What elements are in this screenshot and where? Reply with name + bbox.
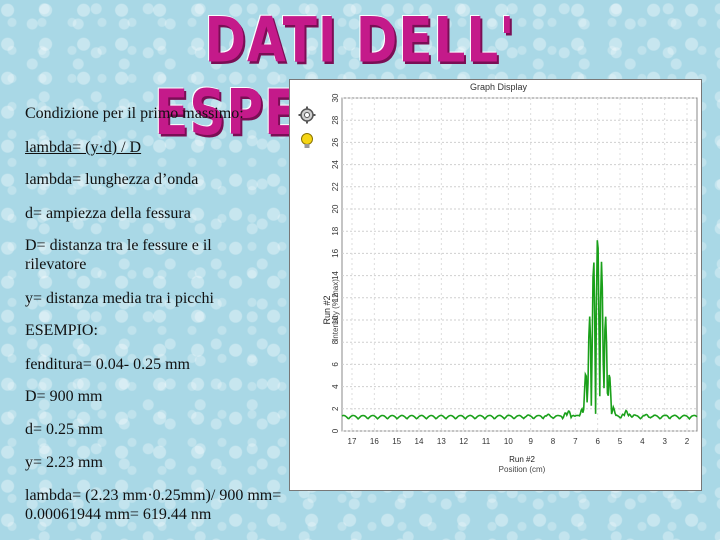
y-tick-label: 16 [331,248,340,257]
y-tick-label: 10 [331,315,340,324]
d-definition: d= ampiezza della fessura [25,205,191,222]
x-tick-labels: 17 16 15 14 13 12 11 10 9 8 7 6 5 4 3 2 [348,437,690,446]
y-tick-label: 22 [331,182,340,191]
condition-line: Condizione per il primo massimo: [25,105,244,122]
y-axis-label: Intensity (% max) [331,279,340,341]
formula-link[interactable]: lambda= (y·d) / D [25,139,142,156]
gear-icon[interactable] [298,106,316,124]
x-tick-label: 2 [685,437,690,446]
D-definition: D= distanza tra le fessure e il rilevato… [25,237,212,273]
y-tick-label: 30 [331,93,340,102]
x-tick-label: 3 [662,437,667,446]
x-axis-label: Position (cm) [499,465,546,474]
y-tick-label: 6 [331,362,340,367]
y-tick-label: 8 [331,339,340,344]
y-tick-label: 2 [331,406,340,411]
y-tick-label: 0 [331,428,340,433]
x-tick-label: 7 [573,437,578,446]
x-tick-label: 11 [482,437,491,446]
x-axis-run-label: Run #2 [509,455,535,464]
y-tick-label: 4 [331,384,340,389]
graph-display-window[interactable]: Graph Display 0 2 4 6 8 10 12 14 16 18 20 22 24 26 28 3… [289,79,702,491]
lambda-definition: lambda= lunghezza d’onda [25,171,199,188]
y-tick-label: 12 [331,293,340,302]
y-tick-label: 26 [331,137,340,146]
y-tick-label: 14 [331,271,340,280]
intensity-trace [341,240,698,421]
x-tick-label: 10 [504,437,513,446]
D-value: D= 900 mm [25,388,103,405]
plot-area [341,97,698,432]
y-definition: y= distanza media tra i picchi [25,290,214,307]
x-tick-label: 8 [551,437,556,446]
x-tick-label: 9 [528,437,533,446]
y-tick-label: 24 [331,160,340,169]
x-tick-label: 12 [459,437,468,446]
window-title: Graph Display [470,82,528,92]
x-tick-label: 4 [640,437,645,446]
x-tick-label: 6 [595,437,600,446]
example-heading: ESEMPIO: [25,322,98,339]
x-tick-label: 14 [415,437,424,446]
y-value: y= 2.23 mm [25,454,103,471]
y-axis-run-label: Run #2 [322,295,332,324]
d-value: d= 0.25 mm [25,421,103,438]
y-tick-label: 20 [331,204,340,213]
x-tick-label: 13 [437,437,446,446]
result-line: lambda= (2.23 mm·0.25mm)/ 900 mm= 0.0006… [25,487,282,523]
x-tick-label: 15 [392,437,401,446]
lightbulb-icon[interactable] [298,132,316,150]
x-tick-label: 16 [370,437,379,446]
x-tick-label: 5 [618,437,623,446]
y-tick-label: 28 [331,115,340,124]
x-tick-label: 17 [348,437,357,446]
y-tick-label: 18 [331,226,340,235]
slit-value: fenditura= 0.04- 0.25 mm [25,356,190,373]
